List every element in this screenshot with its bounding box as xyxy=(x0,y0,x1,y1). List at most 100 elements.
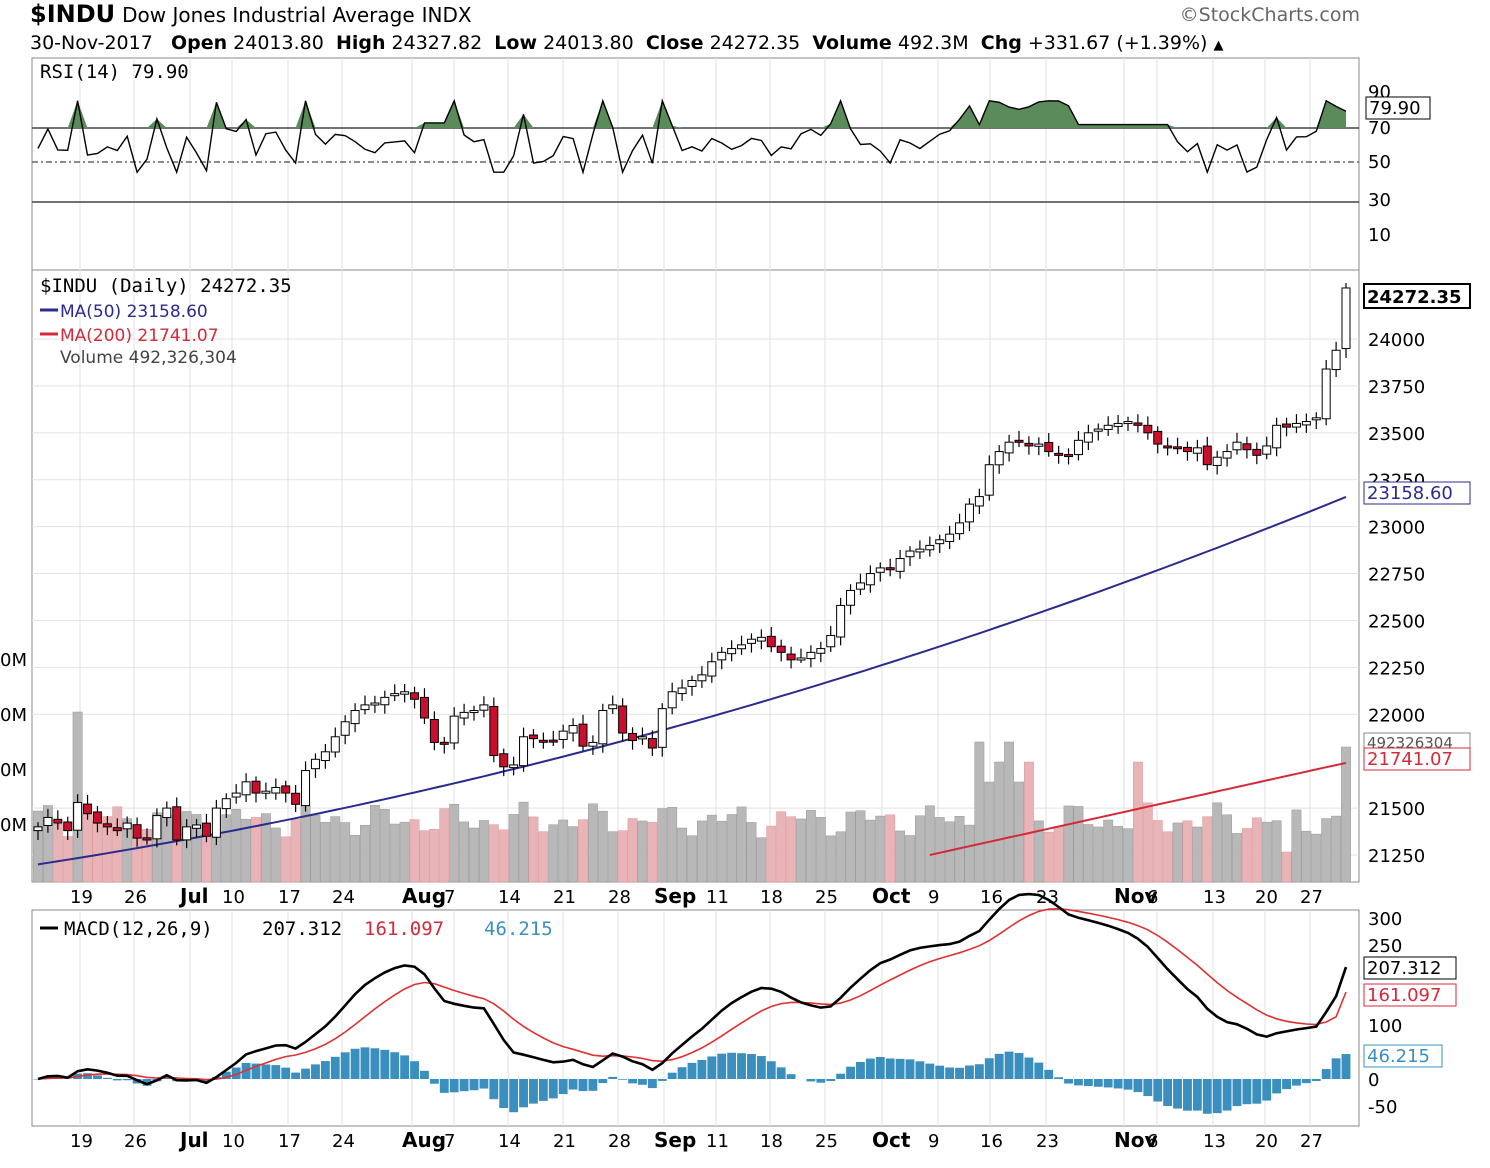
macd-histogram-bar xyxy=(469,1079,479,1091)
volume-bar xyxy=(1291,809,1302,883)
candle-body xyxy=(33,826,43,832)
candle-body xyxy=(598,710,608,745)
x-tick-label: 9 xyxy=(928,887,939,908)
candle-body xyxy=(1341,287,1351,350)
macd-histogram-bar xyxy=(122,1079,132,1081)
candle-body xyxy=(727,648,737,655)
candle-body xyxy=(1163,445,1173,449)
volume-bar xyxy=(191,814,202,883)
volume-bar xyxy=(1331,815,1342,883)
macd-histogram-bar xyxy=(1093,1079,1103,1087)
volume-bar xyxy=(1222,814,1233,883)
candle-body xyxy=(370,702,380,706)
candle-body xyxy=(855,582,865,590)
volume-bar xyxy=(607,831,618,883)
macd-histogram-bar xyxy=(707,1056,717,1079)
macd-histogram-bar xyxy=(330,1056,340,1079)
rsi-legend-text: RSI(14) 79.90 xyxy=(40,61,189,83)
volume-bar xyxy=(905,835,915,883)
ma200-tag: 21741.07 xyxy=(1367,749,1453,770)
ma200-line xyxy=(929,761,1347,856)
x-tick-label: 17 xyxy=(278,887,301,908)
price-tick-label: 22250 xyxy=(1368,658,1425,679)
volume-bar xyxy=(657,808,668,883)
candle-body xyxy=(1202,445,1212,466)
volume-bar xyxy=(835,831,846,883)
macd-histogram-bar xyxy=(400,1055,410,1079)
panel-frames xyxy=(31,57,1360,1127)
index-name: Dow Jones Industrial Average xyxy=(122,3,415,27)
macd-histogram-bar xyxy=(449,1079,459,1093)
candle-body xyxy=(330,736,340,753)
candle-body xyxy=(608,704,618,710)
brand-logo[interactable]: ©StockCharts.com xyxy=(1179,4,1360,26)
x-tick-label: Oct xyxy=(872,1128,911,1152)
macd-histogram-bar xyxy=(737,1053,746,1079)
x-tick-label: Nov xyxy=(1114,1128,1158,1152)
candle-body xyxy=(1113,422,1123,427)
macd-histogram-bar xyxy=(965,1065,974,1079)
volume-bar xyxy=(1073,806,1084,883)
volume-bar xyxy=(1083,824,1094,883)
volume-bar xyxy=(1152,820,1163,883)
macd-histogram-bar xyxy=(1232,1079,1242,1107)
volume-bar xyxy=(1014,781,1024,883)
volume-bar xyxy=(1212,802,1223,883)
volume-bar xyxy=(597,810,608,883)
volume-bar xyxy=(369,805,380,883)
macd-histogram-bar xyxy=(1262,1079,1272,1101)
macd-histogram-bar xyxy=(1282,1079,1291,1090)
volume-bar xyxy=(260,813,271,883)
ma50-legend-text: MA(50) 23158.60 xyxy=(60,302,208,322)
candle-body xyxy=(73,801,83,831)
macd-histogram-bar xyxy=(380,1049,390,1079)
macd-histogram-bar xyxy=(885,1058,895,1079)
volume-bar xyxy=(389,823,400,883)
change-value: +331.67 (+1.39%) xyxy=(1027,32,1208,54)
candle-body xyxy=(846,589,856,606)
candle-body xyxy=(657,708,667,748)
price-tick-label: 23500 xyxy=(1368,424,1425,445)
volume-bar xyxy=(1123,828,1133,883)
volume-tick-label: 0M xyxy=(0,650,27,671)
candle-body xyxy=(717,651,727,661)
candle-body xyxy=(489,705,499,757)
volume-bar xyxy=(855,810,866,883)
x-tick-label: 10 xyxy=(222,887,245,908)
macd-histogram-bar xyxy=(628,1079,637,1084)
macd-histogram-bar xyxy=(608,1076,618,1079)
macd-histogram-bar xyxy=(429,1079,439,1084)
candle-body xyxy=(449,715,459,744)
x-tick-label: 17 xyxy=(278,1131,301,1152)
price-legend: $INDU (Daily) 24272.35 MA(50) 23158.60 M… xyxy=(40,275,292,368)
candle-body xyxy=(400,691,410,695)
volume-bar xyxy=(1341,746,1351,883)
candle-body xyxy=(1073,439,1083,456)
volume-bar xyxy=(1321,818,1332,883)
candle-body xyxy=(92,811,102,824)
up-arrow-icon: ▲ xyxy=(1213,38,1224,53)
candle-body xyxy=(499,753,509,768)
candle-body xyxy=(291,792,301,805)
candle-body xyxy=(201,822,211,837)
macd-histogram-bar xyxy=(955,1067,964,1079)
macd-panel xyxy=(31,909,1360,1127)
open-value: 24013.80 xyxy=(233,32,324,54)
volume-bar xyxy=(994,761,1005,883)
volume-legend-text: Volume 492,326,304 xyxy=(60,348,237,368)
volume-bar xyxy=(518,801,529,883)
candle-body xyxy=(1044,441,1054,453)
macd-histogram-bar xyxy=(489,1079,499,1100)
candle-body xyxy=(1262,445,1272,455)
rsi-tick-label: 50 xyxy=(1368,152,1391,173)
candle-body xyxy=(1123,421,1133,425)
candle-body xyxy=(1133,422,1143,426)
macd-histogram-bar xyxy=(1212,1079,1222,1114)
macd-histogram-bar xyxy=(875,1057,885,1079)
macd-histogram-bar xyxy=(499,1079,509,1109)
volume-bar xyxy=(667,807,678,883)
volume-bar xyxy=(766,825,777,883)
candle-body xyxy=(1331,349,1341,371)
volume-bar xyxy=(934,817,945,883)
volume-bar xyxy=(885,814,896,883)
